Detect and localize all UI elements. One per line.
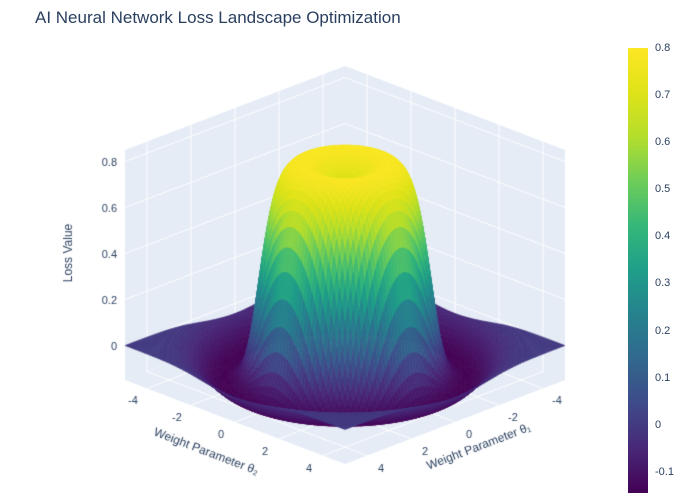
colorbar: 0.8 0.7 0.6 0.5 0.4 0.3 0.2 0.1 0 -0.1 bbox=[628, 42, 674, 493]
colorbar-tick-label: 0.4 bbox=[655, 230, 671, 243]
colorbar-tick-label: 0.3 bbox=[655, 277, 671, 290]
colorbar-tick-label: 0 bbox=[655, 418, 662, 431]
colorbar-tick-label: 0.7 bbox=[655, 89, 671, 102]
colorbar-tick-label: 0.6 bbox=[655, 136, 671, 149]
colorbar-tick-label: 0.2 bbox=[655, 324, 671, 337]
colorbar-tick-label: 0.5 bbox=[655, 183, 671, 196]
chart-title: AI Neural Network Loss Landscape Optimiz… bbox=[35, 8, 401, 27]
colorbar-tick-label: 0.1 bbox=[655, 371, 671, 384]
colorbar-gradient bbox=[628, 48, 648, 493]
surface-plot-canvas[interactable] bbox=[0, 0, 620, 500]
colorbar-tick-label: 0.8 bbox=[655, 42, 671, 54]
colorbar-tick-label: -0.1 bbox=[655, 465, 674, 478]
